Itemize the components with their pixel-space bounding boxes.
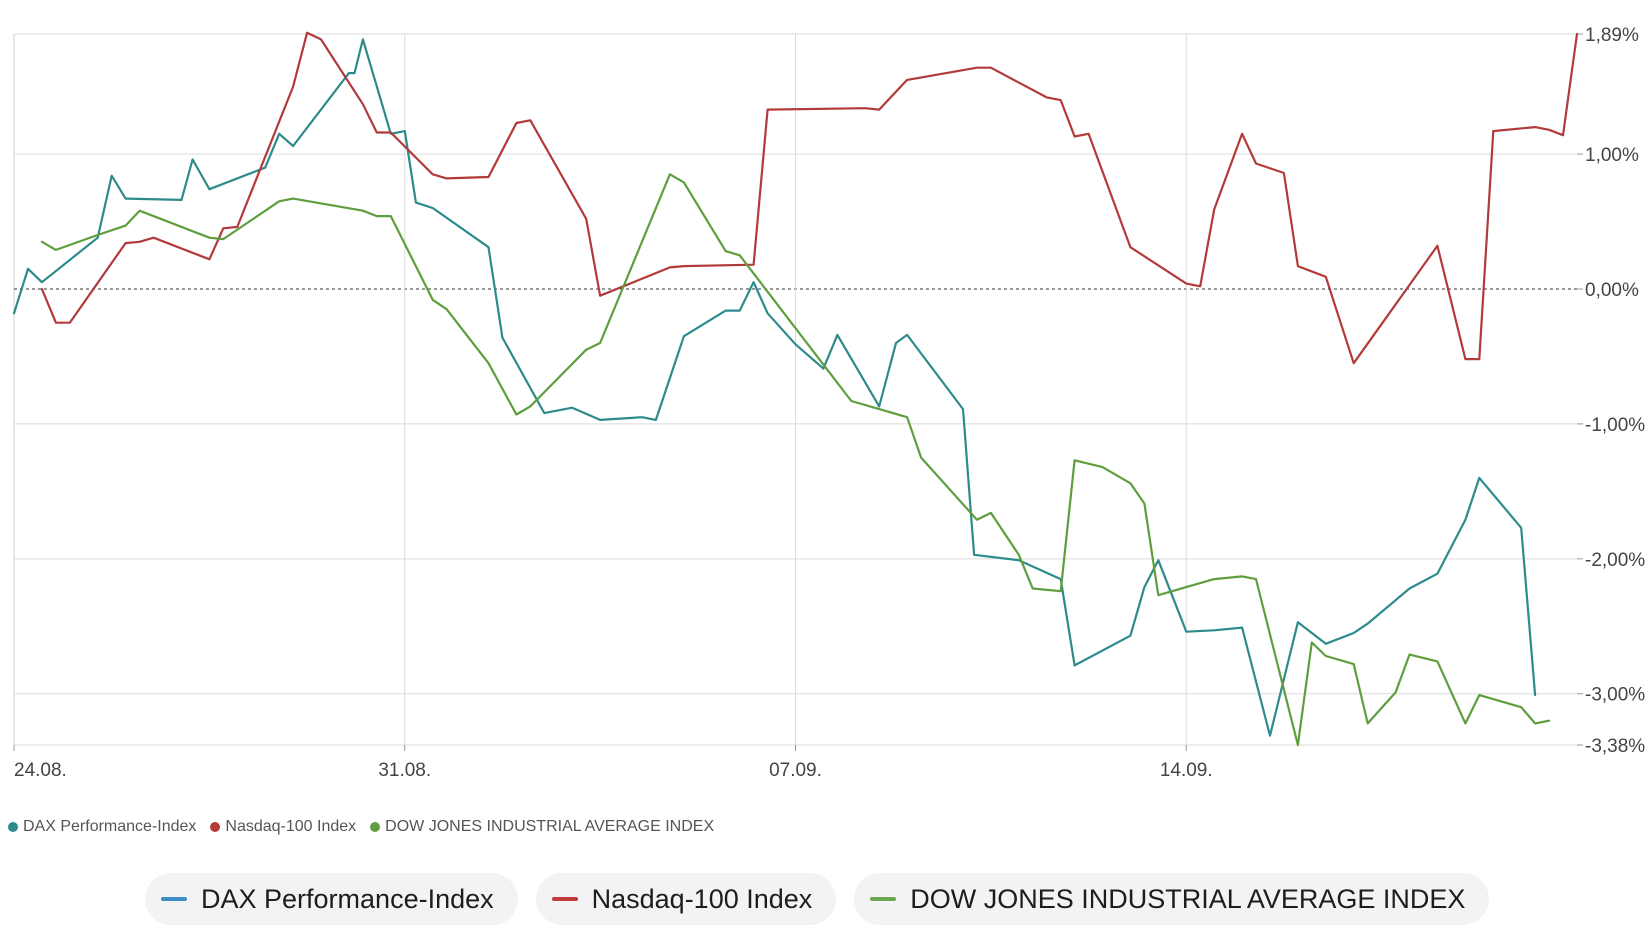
y-tick-label: -3,38% <box>1585 736 1645 757</box>
legend-item-dax: DAX Performance-Index <box>8 818 196 836</box>
series-toggle-label: DAX Performance-Index <box>201 883 494 914</box>
chart-legend: DAX Performance-Index Nasdaq-100 Index D… <box>8 818 714 836</box>
legend-dot-nasdaq <box>210 822 221 832</box>
x-tick-label: 31.08. <box>378 760 431 781</box>
line-chart: 1,89% 1,00% 0,00% -1,00% -2,00% -3,00% -3,38% 2… <box>12 25 1645 781</box>
series-toggle-label: DOW JONES INDUSTRIAL AVERAGE INDEX <box>910 883 1466 914</box>
series-toggle-dax[interactable]: DAX Performance-Index <box>145 873 518 925</box>
series-toggle-label: Nasdaq-100 Index <box>591 883 813 914</box>
legend-label-nasdaq: Nasdaq-100 Index <box>225 818 357 835</box>
series-line-dax <box>12 38 1537 737</box>
series-line-nasdaq <box>40 31 1579 365</box>
y-tick-label: 1,00% <box>1585 145 1639 166</box>
y-tick-label: -2,00% <box>1585 550 1645 571</box>
y-tick-label: -3,00% <box>1585 685 1645 706</box>
y-tick-label: -1,00% <box>1585 415 1645 436</box>
line-swatch-icon <box>870 897 897 901</box>
line-swatch-icon <box>551 897 578 901</box>
series-toggle-dow[interactable]: DOW JONES INDUSTRIAL AVERAGE INDEX <box>854 873 1490 925</box>
series-toggle-nasdaq[interactable]: Nasdaq-100 Index <box>535 873 837 925</box>
line-swatch-icon <box>161 897 187 901</box>
legend-dot-dow <box>370 822 381 832</box>
x-tick-label: 07.09. <box>769 760 822 781</box>
y-tick-label: 0,00% <box>1585 280 1639 301</box>
series-line-dow <box>40 173 1551 747</box>
y-tick-label: 1,89% <box>1585 25 1639 46</box>
legend-label-dax: DAX Performance-Index <box>23 818 197 835</box>
x-tick-label: 14.09. <box>1160 760 1213 781</box>
series-toggle-group: DAX Performance-Index Nasdaq-100 Index D… <box>145 873 1490 925</box>
legend-item-nasdaq: Nasdaq-100 Index <box>210 818 356 836</box>
legend-item-dow: DOW JONES INDUSTRIAL AVERAGE INDEX <box>370 818 714 836</box>
x-tick-label: 24.08. <box>14 760 67 781</box>
legend-dot-dax <box>8 822 18 832</box>
legend-label-dow: DOW JONES INDUSTRIAL AVERAGE INDEX <box>385 818 715 835</box>
